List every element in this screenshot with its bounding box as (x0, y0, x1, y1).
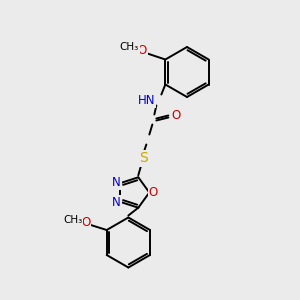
Text: O: O (138, 44, 147, 57)
Text: HN: HN (138, 94, 155, 107)
Text: N: N (112, 176, 121, 189)
Text: O: O (172, 109, 181, 122)
Text: O: O (149, 186, 158, 199)
Text: N: N (112, 196, 121, 209)
Text: S: S (139, 152, 148, 166)
Text: CH₃: CH₃ (63, 215, 82, 225)
Text: O: O (81, 217, 90, 230)
Text: CH₃: CH₃ (120, 43, 139, 52)
